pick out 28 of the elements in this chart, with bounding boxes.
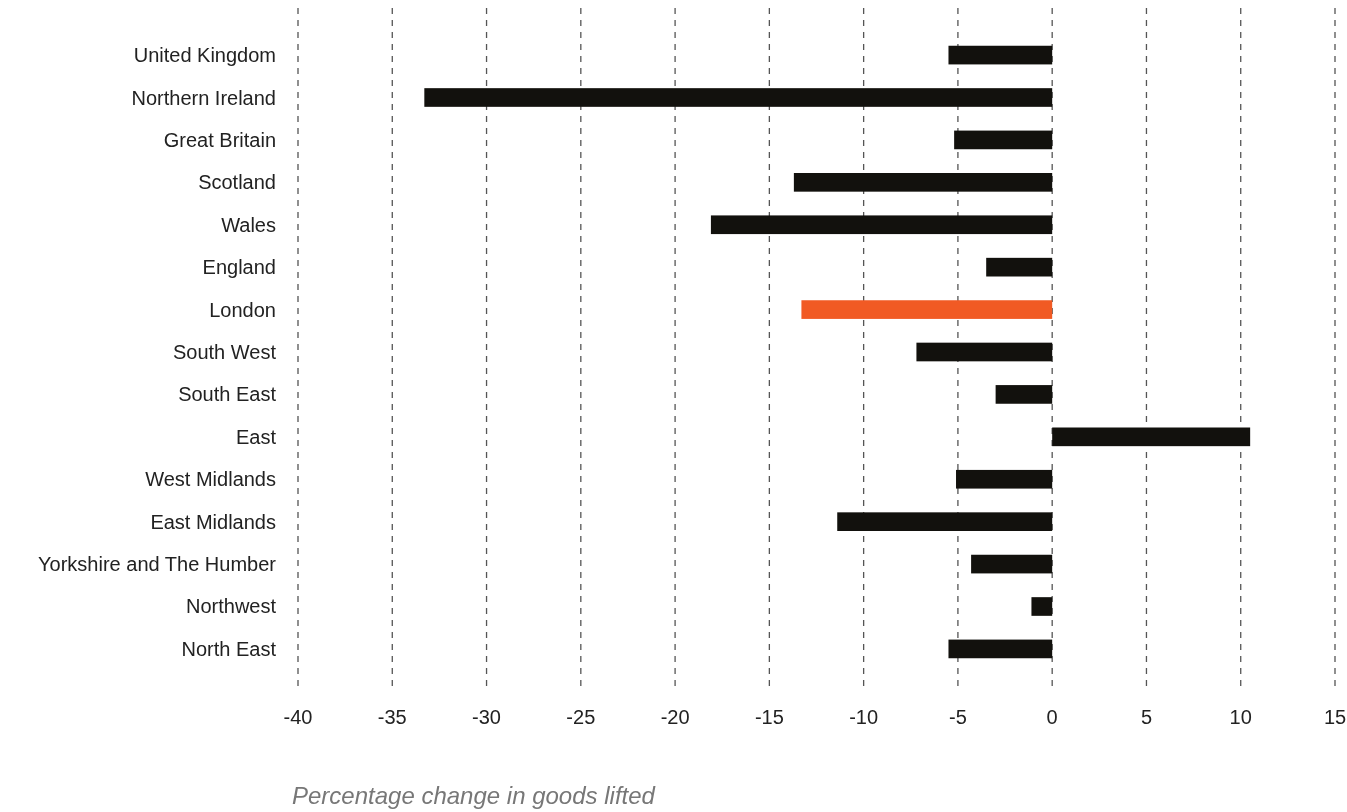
y-tick-label: England [202, 256, 276, 279]
y-tick-label: London [209, 298, 276, 321]
y-tick-label: Wales [221, 213, 276, 236]
x-tick-label: 0 [1046, 706, 1058, 728]
y-tick-label: Northwest [185, 595, 277, 618]
x-tick-label: 5 [1140, 706, 1153, 728]
y-tick-label: Scotland [198, 171, 276, 194]
x-tick-label: -10 [849, 706, 879, 728]
x-tick-label: -15 [754, 706, 784, 728]
x-tick-label: -40 [283, 706, 313, 728]
x-tick-label: -25 [566, 706, 596, 728]
y-tick-label: East [235, 425, 277, 448]
y-tick-label: West Midlands [145, 468, 276, 491]
y-tick-label: United Kingdom [133, 44, 276, 67]
x-tick-label: 10 [1229, 706, 1252, 728]
y-tick-label: South West [172, 341, 277, 363]
x-tick-label: 15 [1323, 706, 1347, 728]
y-tick-label: North East [181, 637, 277, 660]
y-tick-label: East Midlands [150, 510, 276, 533]
y-tick-label: South East [178, 383, 277, 406]
x-axis-title: Percentage change in goods lifted [292, 782, 656, 809]
x-tick-label: -20 [660, 706, 690, 728]
x-tick-label: -35 [377, 706, 407, 728]
x-tick-label: -5 [949, 706, 967, 728]
y-tick-label: Northern Ireland [131, 86, 276, 109]
y-tick-label: Yorkshire and The Humber [38, 553, 277, 576]
y-tick-label: Great Britain [163, 128, 276, 151]
x-tick-label: -30 [472, 706, 501, 728]
